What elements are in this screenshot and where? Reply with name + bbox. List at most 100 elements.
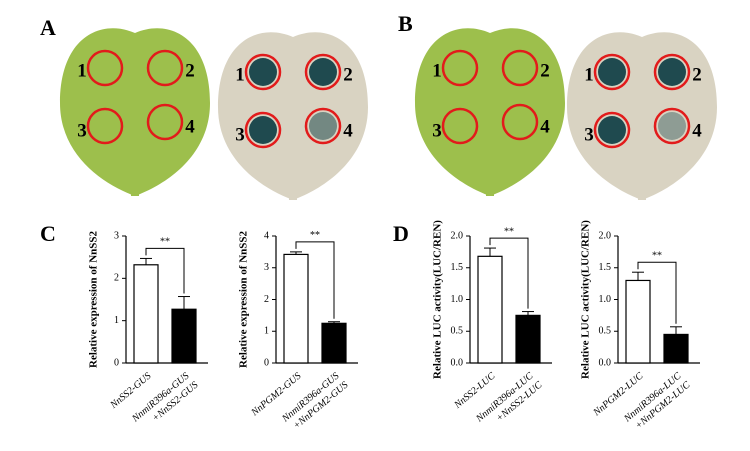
bar-chart: 0.00.51.01.52.0NnSS2-LUCNnmiR396a-LUC+Nn… [432,220,552,425]
gus-stain [658,58,686,86]
spot-ring [441,107,479,145]
y-axis-label: Relative LUC activity(LUC/REN) [432,220,444,379]
y-tick-label: 3 [264,262,269,273]
spot-ring [441,49,479,87]
significance-label: ** [504,226,514,237]
bar-chart: 01234NnPGM2-GUSNnmiR396a-GUS+NnPGM2-GUS*… [238,230,358,432]
panel-label: A [40,15,56,40]
leaf-shape [218,32,368,201]
spot-label: 1 [77,60,87,81]
spot-ring [86,49,124,87]
spot-label: 4 [185,116,195,137]
spot-ring [86,107,124,145]
bar [283,253,309,364]
y-axis-label: Relative LUC activity(LUC/REN) [580,220,592,379]
charts: 0123NnSS2-GUSNnmiR396a-GUS+NnSS2-GUS**Re… [88,220,700,432]
spot-ring [304,107,342,145]
significance-label: ** [160,237,170,248]
petiole [486,178,494,196]
y-tick-label: 0 [264,357,269,368]
significance-label: ** [652,250,662,261]
gus-stain [309,112,337,140]
leaf: 1 2 3 4 [567,32,717,201]
bar [477,255,503,364]
y-tick-label: 1.0 [451,294,464,305]
petiole [638,182,646,200]
spot-label: 4 [343,120,353,141]
y-tick-label: 2.0 [451,230,464,241]
spot-ring [593,111,631,149]
significance-label: ** [310,230,320,241]
spot-ring [653,53,691,91]
spot-label: 2 [185,60,195,81]
gus-stain [598,58,626,86]
bar [515,314,541,364]
spot-ring [593,53,631,91]
gus-stain [598,116,626,144]
spot-ring [146,103,184,141]
bar [171,308,197,364]
spot-label: 2 [343,64,353,85]
significance-bracket [295,241,335,319]
y-tick-label: 0.5 [599,326,612,337]
leaf-shape [567,32,717,201]
spot-ring [244,53,282,91]
y-axis-label: Relative expression of NnSS2 [88,231,100,368]
bar-chart: 0123NnSS2-GUSNnmiR396a-GUS+NnSS2-GUS**Re… [88,230,208,425]
y-tick-label: 0.0 [451,357,464,368]
y-tick-label: 1 [264,326,269,337]
spot-label: 3 [584,124,594,145]
spot-ring [304,53,342,91]
spot-label: 2 [540,60,550,81]
y-tick-label: 0 [114,357,119,368]
y-tick-label: 1 [114,315,119,326]
y-tick-label: 1.0 [599,294,612,305]
panel-label: C [40,221,56,246]
y-tick-label: 3 [114,230,119,241]
y-tick-label: 2 [114,273,119,284]
y-tick-label: 2 [264,294,269,305]
spot-ring [146,49,184,87]
petiole [289,182,297,200]
y-tick-label: 2.0 [599,230,612,241]
bar-chart: 0.00.51.01.52.0NnPGM2-LUCNnmiR396a-LUC+N… [580,220,700,432]
y-tick-label: 1.5 [599,262,612,273]
spot-label: 3 [235,124,245,145]
gus-stain [309,58,337,86]
spot-label: 3 [432,120,442,141]
gus-stain [249,116,277,144]
spot-ring [501,49,539,87]
bar [625,279,651,364]
significance-bracket [145,247,185,294]
spot-label: 4 [692,120,702,141]
bar [321,322,347,364]
spot-label: 4 [540,116,550,137]
leaf: 1 2 3 4 [60,28,210,197]
gus-stain [658,112,686,140]
gus-stain [249,58,277,86]
petiole [131,178,139,196]
bar [663,333,689,364]
spot-ring [244,111,282,149]
y-tick-label: 1.5 [451,262,464,273]
spot-label: 1 [432,60,442,81]
spot-ring [501,103,539,141]
spot-label: 2 [692,64,702,85]
spot-label: 1 [235,64,245,85]
leaf-shape [415,28,565,197]
significance-bracket [637,261,677,324]
bar [133,264,159,364]
leaf: 1 2 3 4 [415,28,565,197]
y-tick-label: 0.0 [599,357,612,368]
spot-ring [653,107,691,145]
leaf-shape [60,28,210,197]
leaf-photos: 1 2 3 4 1 2 3 4 1 2 3 4 1 2 3 4 [60,28,717,201]
y-tick-label: 0.5 [451,326,464,337]
spot-label: 3 [77,120,87,141]
significance-bracket [489,237,529,309]
y-tick-label: 4 [264,230,269,241]
panel-label: B [398,11,413,36]
spot-label: 1 [584,64,594,85]
y-axis-label: Relative expression of NnSS2 [238,231,250,368]
